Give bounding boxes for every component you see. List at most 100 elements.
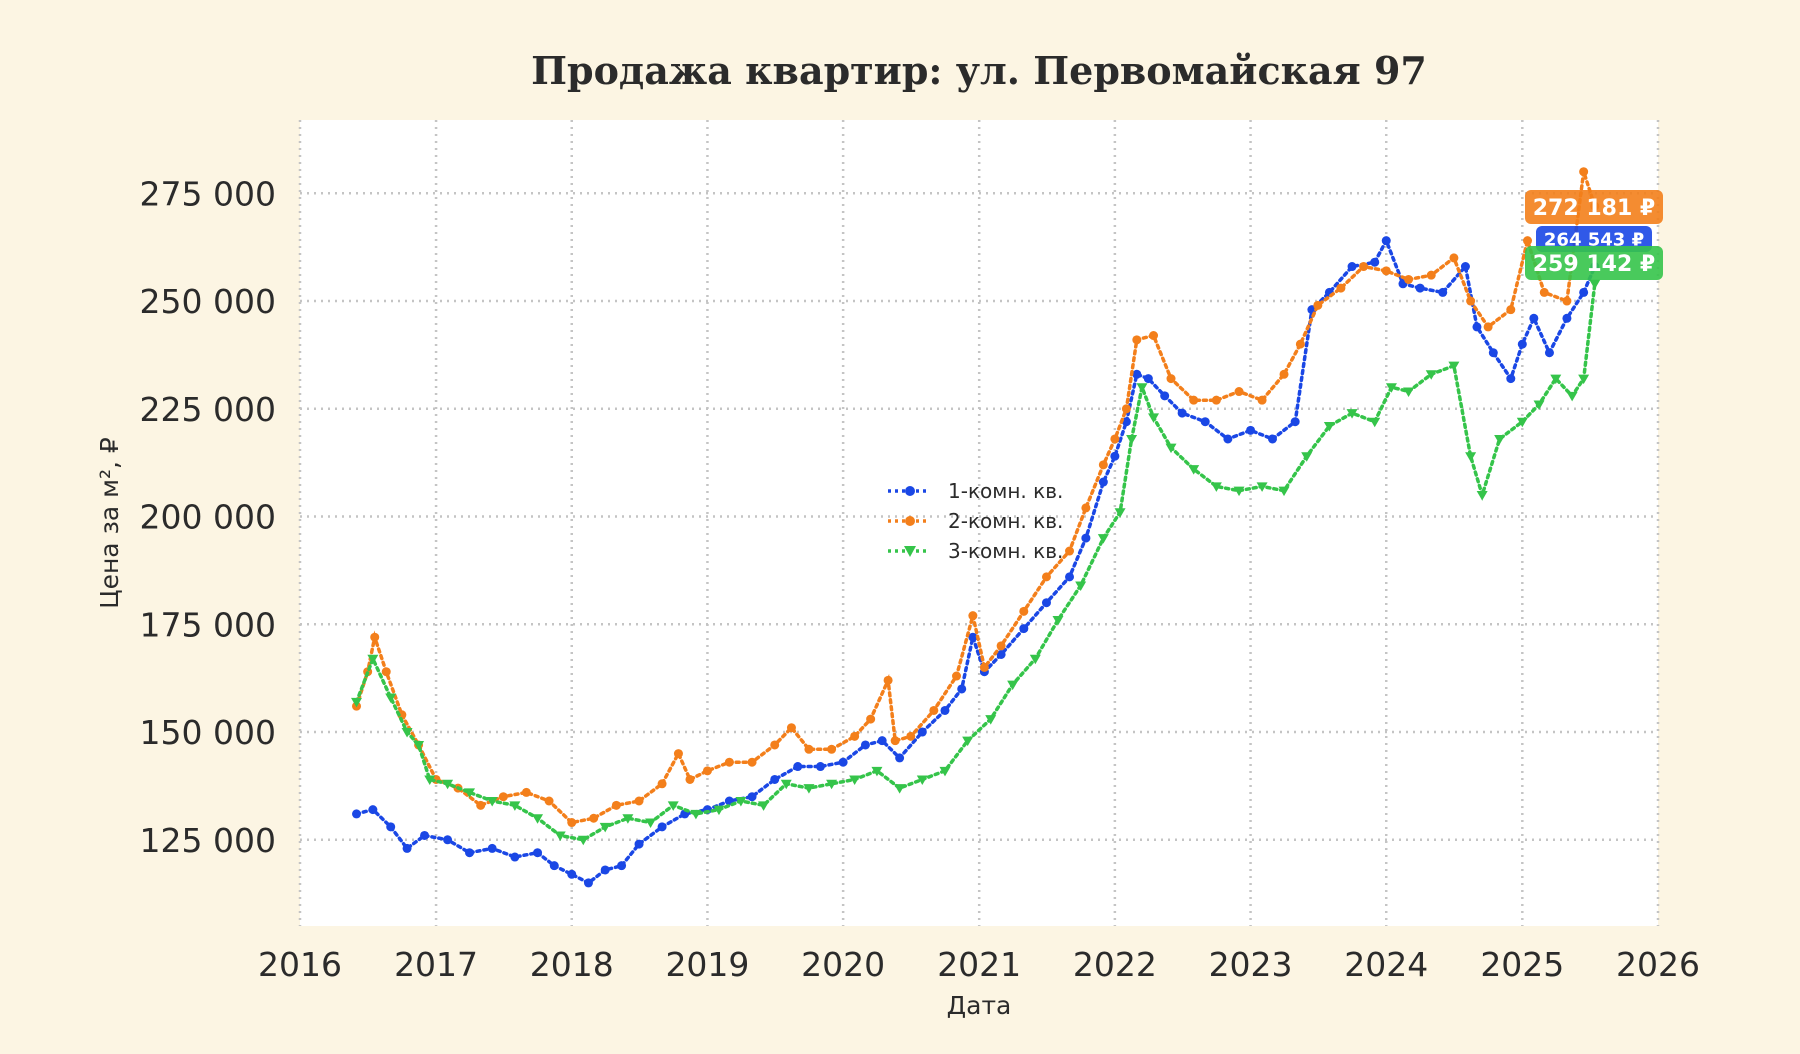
data-point xyxy=(996,649,1006,659)
data-point xyxy=(370,632,380,642)
series-2 xyxy=(352,167,1600,828)
x-tick-label: 2018 xyxy=(530,945,614,984)
data-point xyxy=(589,813,599,823)
data-point xyxy=(985,715,997,725)
data-point xyxy=(443,835,453,845)
data-point xyxy=(1165,443,1177,454)
data-point xyxy=(583,878,593,888)
data-point xyxy=(611,800,621,810)
data-point xyxy=(1234,387,1244,397)
data-point xyxy=(385,693,397,704)
data-point xyxy=(1189,395,1199,405)
data-point xyxy=(1081,533,1091,543)
data-point xyxy=(1323,422,1335,432)
data-point xyxy=(929,705,939,715)
x-tick-label: 2020 xyxy=(801,945,885,984)
data-point xyxy=(850,731,860,741)
data-point xyxy=(657,779,667,789)
data-point xyxy=(645,818,657,829)
data-point xyxy=(793,762,803,772)
data-point xyxy=(1550,374,1562,385)
x-tick-label: 2024 xyxy=(1344,945,1428,984)
data-point xyxy=(894,784,906,794)
data-point xyxy=(1065,572,1075,582)
data-point xyxy=(1579,287,1589,297)
y-tick-label: 150 000 xyxy=(140,713,276,752)
data-point xyxy=(1523,236,1533,246)
legend-marker xyxy=(905,486,915,496)
end-label-box xyxy=(1525,190,1663,224)
data-point xyxy=(1370,257,1380,267)
data-point xyxy=(1233,486,1245,497)
data-point xyxy=(1019,606,1029,616)
data-point xyxy=(702,766,712,776)
data-point xyxy=(1506,374,1516,384)
y-tick-label: 200 000 xyxy=(140,498,276,537)
data-point xyxy=(1052,615,1064,626)
data-point xyxy=(1211,395,1221,405)
data-point xyxy=(996,641,1006,651)
data-point xyxy=(1562,296,1572,306)
data-point xyxy=(622,814,634,824)
data-point xyxy=(1029,654,1041,665)
data-point xyxy=(420,830,430,840)
data-point xyxy=(1290,417,1300,427)
data-point xyxy=(1425,370,1437,380)
data-point xyxy=(827,744,837,754)
data-point xyxy=(747,757,757,767)
x-tick-label: 2021 xyxy=(937,945,1021,984)
data-point xyxy=(890,736,900,746)
data-point xyxy=(968,632,978,642)
data-point xyxy=(402,843,412,853)
data-point xyxy=(442,779,454,790)
data-point xyxy=(1160,391,1170,401)
data-point xyxy=(1136,383,1148,393)
data-point xyxy=(1566,391,1578,402)
data-point xyxy=(567,818,577,828)
data-point xyxy=(1533,400,1545,410)
data-point xyxy=(747,792,757,802)
data-point xyxy=(1019,624,1029,634)
data-point xyxy=(690,809,702,820)
data-point xyxy=(758,801,770,811)
legend: 1-комн. кв. 2-комн. кв. 3-комн. кв. xyxy=(888,479,1063,563)
y-axis-label: Цена за м², ₽ xyxy=(95,437,124,609)
data-point xyxy=(952,671,962,681)
data-point xyxy=(510,852,520,862)
data-point xyxy=(617,861,627,871)
data-point xyxy=(1065,546,1075,556)
tick-labels: 2016 2017 2018 2019 2020 2021 2022 2023 2024 2025… xyxy=(140,174,1700,984)
data-point xyxy=(1097,534,1109,544)
y-tick-label: 250 000 xyxy=(140,282,276,321)
data-point xyxy=(724,757,734,767)
data-point xyxy=(1223,434,1233,444)
data-point xyxy=(1448,361,1460,372)
data-point xyxy=(713,805,725,816)
data-point xyxy=(567,869,577,879)
data-point xyxy=(1007,680,1019,691)
data-point xyxy=(634,796,644,806)
data-point xyxy=(532,814,544,824)
data-point xyxy=(1200,417,1210,427)
data-point xyxy=(940,705,950,715)
data-point xyxy=(1114,508,1126,518)
x-tick-label: 2016 xyxy=(258,945,342,984)
data-point xyxy=(386,822,396,832)
data-point xyxy=(521,787,531,797)
data-point xyxy=(838,757,848,767)
data-point xyxy=(549,861,559,871)
data-point xyxy=(1098,460,1108,470)
data-point xyxy=(871,766,883,777)
data-point xyxy=(599,822,611,833)
data-point xyxy=(1121,417,1131,427)
data-point xyxy=(498,792,508,802)
end-label-box xyxy=(1525,246,1663,280)
data-point xyxy=(1516,417,1528,428)
data-point xyxy=(1121,404,1131,414)
data-point xyxy=(1336,283,1346,293)
data-point xyxy=(424,775,436,785)
legend-marker xyxy=(905,516,915,526)
data-point xyxy=(1369,417,1381,428)
data-point xyxy=(1110,434,1120,444)
